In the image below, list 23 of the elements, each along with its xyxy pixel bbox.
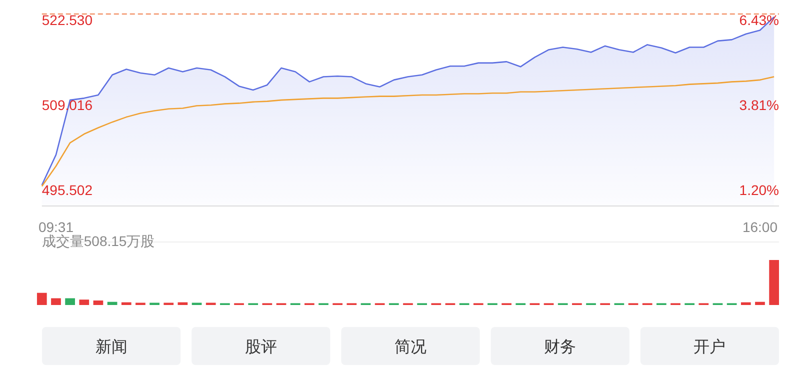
y-tick-label: 522.530 [42,12,93,28]
bar [79,300,90,305]
text: 股评 [244,338,277,356]
bar [36,292,47,305]
text: 财务 [544,338,576,356]
chart-title: 成交量508.15万股 [42,233,155,249]
bar [93,300,104,305]
y2-tick-label: 3.81% [739,97,779,114]
y-tick-label: 495.502 [42,182,93,198]
bar [107,302,118,305]
bar [769,260,779,305]
x-tick-label: 09:31 [38,219,74,235]
text: 新闻 [95,338,128,356]
bar [51,298,61,305]
bar [121,302,132,305]
text: 开户 [694,338,726,356]
bar [65,298,75,305]
text: 简况 [394,339,426,356]
x-tick-label: 16:00 [742,219,778,235]
bar [740,302,751,305]
bar [755,302,765,305]
bar [178,302,188,305]
y2-tick-label: 1.20% [739,182,779,198]
